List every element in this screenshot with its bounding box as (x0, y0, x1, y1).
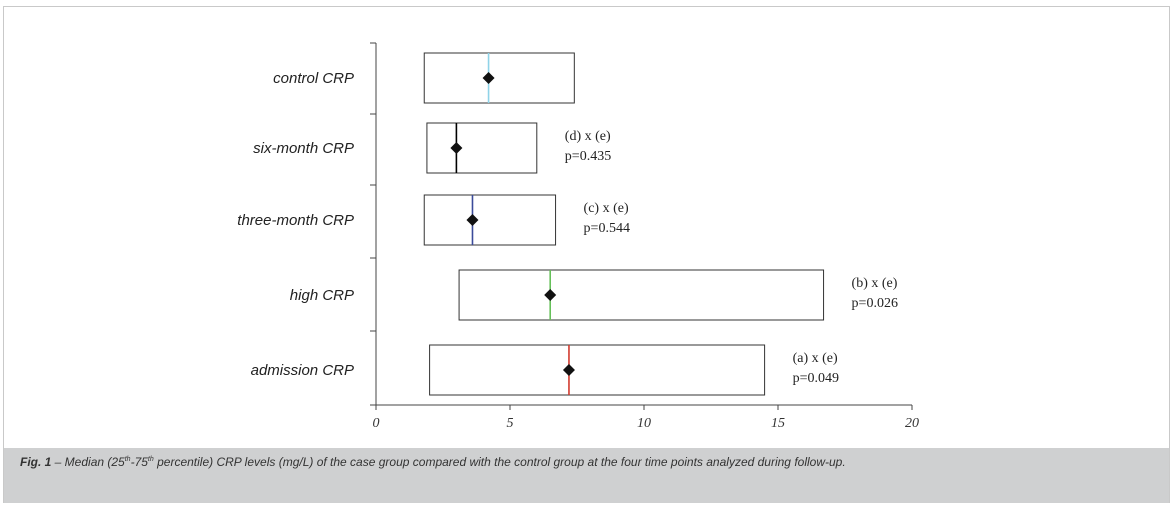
annotation-six-month-crp-comparison: (d) x (e) (565, 129, 611, 144)
box-control-crp (423, 52, 575, 104)
annotation-admission-crp-comparison: (a) x (e) (793, 351, 838, 366)
box-admission-crp (429, 344, 766, 396)
annotation-high-crp-comparison: (b) x (e) (852, 276, 898, 291)
x-tick-label-15: 15 (771, 416, 785, 431)
caption-text-1: – Median (25 (51, 455, 125, 469)
caption-sup-1: th (124, 456, 131, 463)
median-marker-three-month-crp (466, 214, 479, 226)
annotation-high-crp-p-value: p=0.026 (852, 296, 898, 311)
median-marker-six-month-crp (450, 142, 463, 154)
box-three-month-crp (423, 194, 557, 246)
median-marker-admission-crp (562, 364, 575, 376)
annotation-three-month-crp-comparison: (c) x (e) (584, 201, 629, 216)
x-tick-label-0: 0 (373, 416, 380, 431)
figure-frame (3, 6, 1170, 503)
category-label-admission-crp: admission CRP (251, 362, 354, 379)
x-tick-label-20: 20 (905, 416, 919, 431)
figure-caption: Fig. 1 – Median (25th-75th percentile) C… (4, 448, 1169, 503)
category-label-six-month-crp: six-month CRP (253, 140, 354, 157)
box-high-crp (458, 269, 825, 321)
category-label-three-month-crp: three-month CRP (237, 212, 354, 229)
caption-text-2: -75 (130, 455, 148, 469)
category-label-control-crp: control CRP (273, 70, 354, 87)
annotation-admission-crp-p-value: p=0.049 (793, 371, 839, 386)
annotation-three-month-crp-p-value: p=0.544 (584, 221, 630, 236)
box-plot-chart: 0 5 10 15 20 control CRP six-month CRP three-mo… (237, 42, 919, 431)
median-marker-control-crp (482, 72, 495, 84)
x-tick-label-10: 10 (637, 416, 651, 431)
category-label-high-crp: high CRP (290, 287, 354, 304)
x-tick-label-5: 5 (507, 416, 514, 431)
caption-text-3: percentile) CRP levels (mg/L) of the cas… (153, 455, 846, 469)
box-six-month-crp (426, 122, 538, 174)
annotation-six-month-crp-p-value: p=0.435 (565, 149, 611, 164)
median-marker-high-crp (544, 289, 557, 301)
figure-label: Fig. 1 (20, 455, 52, 469)
caption-sup-2: th (147, 456, 154, 463)
